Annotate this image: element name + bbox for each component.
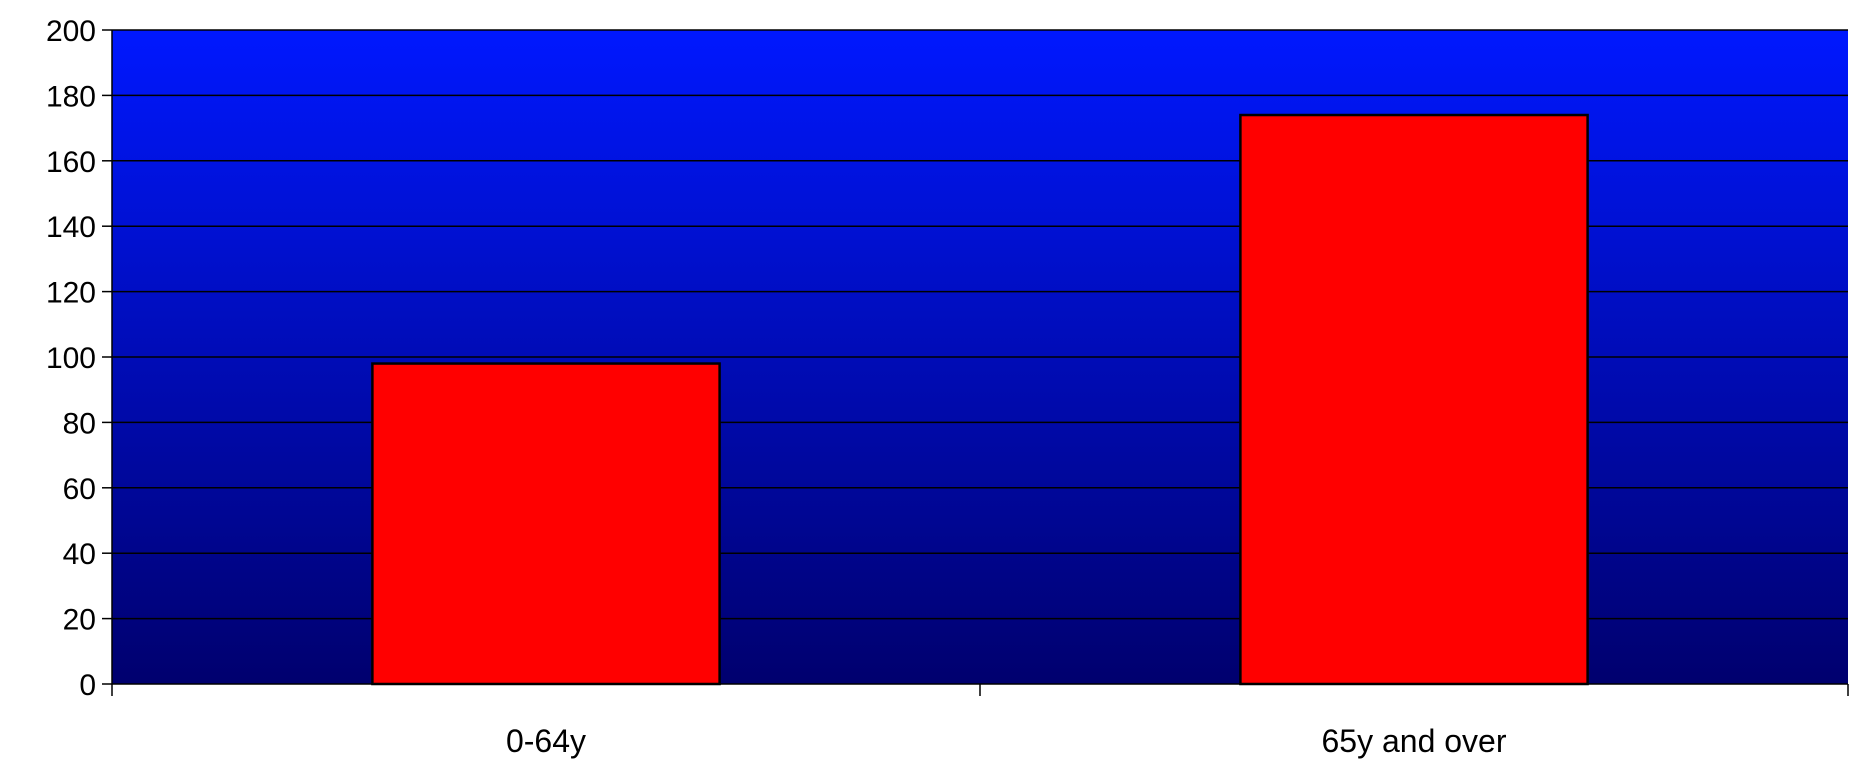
y-tick-label: 140: [46, 211, 96, 244]
bar-1: [371, 362, 721, 686]
y-tick-label: 120: [46, 277, 96, 310]
axes: [102, 29, 1849, 696]
y-axis-tick-labels: 0 20 40 60 80 100 120 140 160 180 200: [46, 15, 96, 702]
y-tick-label: 20: [63, 604, 96, 637]
y-tick-label: 40: [63, 538, 96, 571]
y-tick-label: 60: [63, 473, 96, 506]
y-tick-label: 80: [63, 407, 96, 440]
x-category-label: 65y and over: [1321, 723, 1506, 759]
bar-2: [1239, 113, 1589, 686]
y-tick-label: 160: [46, 146, 96, 179]
x-category-label: 0-64y: [506, 723, 586, 759]
bars: [371, 113, 1589, 686]
y-tick-label: 200: [46, 15, 96, 48]
y-tick-label: 180: [46, 80, 96, 113]
y-tick-label: 100: [46, 342, 96, 375]
y-tick-label: 0: [79, 669, 96, 702]
x-axis-category-labels: 0-64y 65y and over: [506, 723, 1507, 759]
